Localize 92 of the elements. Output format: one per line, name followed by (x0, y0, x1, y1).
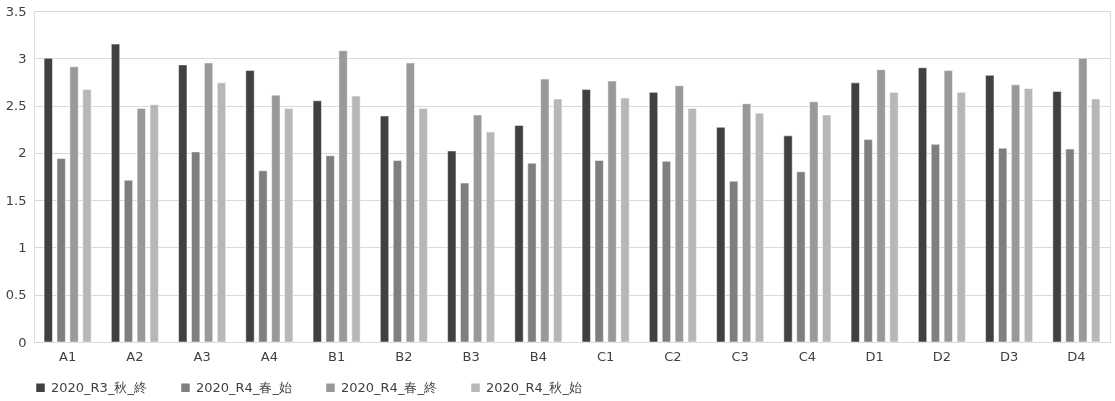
x-tick-label: A2 (126, 348, 144, 364)
bar (985, 75, 995, 343)
x-tick-label: A3 (193, 348, 211, 364)
y-tick-label: 2 (18, 145, 27, 161)
y-tick-label: 3.5 (5, 3, 27, 19)
bar (1052, 91, 1062, 343)
x-tick-label: B4 (529, 348, 547, 364)
bar (876, 69, 886, 343)
bar (271, 94, 281, 343)
bar (418, 108, 428, 343)
x-tick-label: B3 (462, 348, 480, 364)
x-tick-label: D3 (999, 348, 1019, 364)
bar (460, 182, 470, 343)
bar (956, 92, 966, 343)
bar (217, 82, 226, 343)
bar (351, 95, 361, 343)
bar (540, 78, 550, 343)
x-tick-label: B2 (395, 348, 413, 364)
bar (527, 163, 537, 343)
bar (1011, 84, 1021, 343)
x-tick-label: D1 (865, 348, 884, 364)
bar (56, 158, 66, 343)
bar (338, 50, 348, 343)
bar (809, 101, 819, 343)
bar (998, 147, 1008, 343)
legend-label: 2020_R3_秋_終 (51, 379, 147, 395)
bar (325, 155, 335, 343)
bar (473, 114, 483, 343)
bar (82, 89, 92, 343)
bar (687, 108, 697, 343)
bar (514, 125, 524, 343)
bar (607, 80, 617, 343)
bar (620, 97, 630, 343)
bar (661, 161, 671, 343)
bar (123, 180, 133, 343)
bar (1065, 148, 1075, 343)
bar (405, 62, 415, 343)
bar (863, 139, 873, 343)
bar (392, 160, 402, 343)
bar (742, 103, 752, 343)
bar (649, 92, 658, 343)
bar (204, 62, 214, 343)
bar (943, 70, 953, 343)
x-tick-label: A4 (260, 348, 278, 364)
bar (178, 64, 188, 343)
bar (191, 151, 201, 343)
x-tick-label: D4 (1067, 348, 1086, 364)
bar (889, 92, 899, 343)
x-tick-label: A1 (59, 348, 77, 364)
y-tick-label: 1.5 (5, 192, 27, 208)
bar (930, 144, 940, 343)
bar (312, 100, 322, 343)
bar (729, 180, 739, 343)
x-tick-label: C2 (664, 348, 682, 364)
bar (581, 89, 591, 343)
y-tick-label: 3 (18, 50, 27, 66)
legend-label: 2020_R4_春_始 (196, 379, 292, 395)
bar (850, 82, 860, 343)
bar (553, 98, 563, 343)
y-tick-label: 0 (18, 334, 27, 350)
x-tick-label: C4 (798, 348, 817, 364)
x-tick-label: C1 (596, 348, 615, 364)
bar (380, 115, 389, 343)
bar (111, 43, 120, 343)
bar (486, 131, 495, 343)
bar (258, 170, 268, 343)
bar (43, 58, 53, 343)
x-tick-label: B1 (328, 348, 346, 364)
y-tick-label: 2.5 (5, 98, 27, 114)
bar (149, 104, 159, 343)
bar (447, 150, 457, 343)
bar (284, 108, 294, 343)
bar (1091, 98, 1101, 343)
legend-label: 2020_R4_春_終 (341, 379, 437, 395)
bar (245, 70, 255, 343)
legend-label: 2020_R4_秋_始 (486, 379, 582, 395)
bar (796, 171, 806, 343)
bar (1078, 58, 1088, 343)
bar (1024, 88, 1033, 343)
bar (674, 85, 684, 343)
bar (69, 66, 79, 343)
x-tick-label: D2 (932, 348, 952, 364)
y-tick-label: 1 (18, 239, 27, 255)
bar (822, 114, 832, 343)
bar (783, 135, 793, 343)
y-tick-label: 0.5 (5, 287, 27, 303)
bar (755, 112, 764, 343)
bar (918, 67, 927, 343)
x-tick-label: C3 (731, 348, 749, 364)
bar (594, 160, 604, 343)
bar (136, 108, 146, 343)
bar (716, 127, 726, 343)
